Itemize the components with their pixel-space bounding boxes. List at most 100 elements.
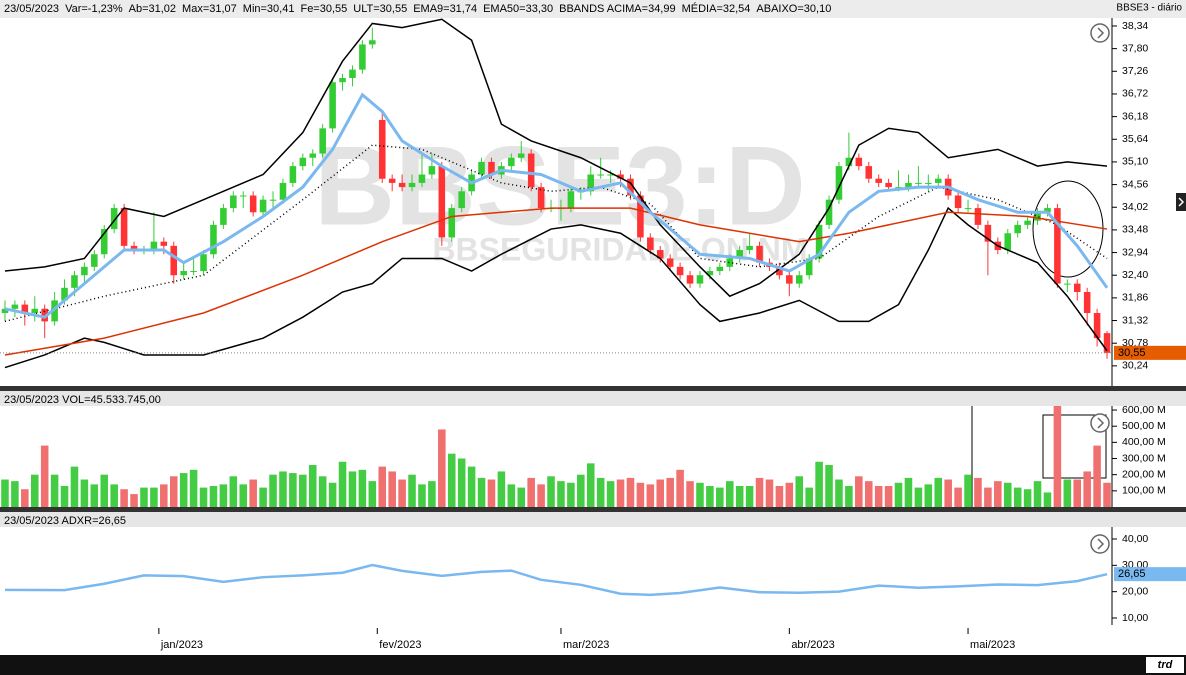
volume-bar — [378, 466, 387, 507]
y-tick-label: 31,86 — [1122, 292, 1148, 304]
candle-body — [815, 224, 823, 259]
volume-bar — [696, 482, 704, 507]
volume-bar — [398, 479, 406, 507]
volume-bar — [606, 481, 615, 507]
symbol: BBSE3 - diário — [1116, 3, 1182, 14]
candle-body — [378, 119, 386, 179]
volume-bar — [179, 473, 188, 507]
candle-body — [517, 153, 525, 158]
volume-bar — [1053, 406, 1062, 507]
y-tick-label: 40,00 — [1122, 533, 1148, 545]
y-tick-label: 37,80 — [1122, 42, 1148, 54]
side-toggle[interactable] — [1176, 193, 1186, 211]
panel — [1, 18, 1111, 369]
volume-bar — [447, 453, 456, 507]
y-tick-label: 100,00 M — [1122, 485, 1166, 497]
candle-body — [746, 245, 753, 251]
candle-body — [1044, 208, 1051, 213]
last-value-label: 30,55 — [1118, 347, 1146, 359]
volume-bar — [289, 473, 297, 507]
candle-body — [269, 199, 277, 201]
y-tick-label: 35,10 — [1122, 156, 1148, 168]
volume-bar — [457, 458, 466, 507]
y-tick-label: 37,26 — [1122, 65, 1148, 77]
panel — [1, 406, 1111, 507]
info-item: BBANDS ACIMA=34,99 — [559, 3, 675, 15]
volume-bar — [1013, 487, 1022, 507]
candle-body — [398, 182, 406, 188]
expand-button[interactable] — [1090, 413, 1110, 433]
candle-body — [120, 208, 128, 246]
indicator-line — [4, 92, 1109, 319]
candle-body — [597, 174, 604, 176]
y-tick-label: 600,00 M — [1122, 404, 1166, 416]
separator — [0, 507, 1186, 512]
candle-body — [726, 258, 734, 267]
volume-bar — [914, 487, 923, 507]
candle-body — [756, 245, 763, 263]
candle-body — [1073, 283, 1081, 293]
candle-body — [279, 182, 287, 200]
volume-bar — [795, 476, 804, 507]
volume-bar — [169, 476, 178, 507]
volume-bar — [150, 487, 158, 507]
volume-bar — [487, 479, 496, 507]
y-tick-label: 300,00 M — [1122, 452, 1166, 464]
candle-body — [61, 287, 68, 301]
candle-body — [458, 191, 465, 209]
candle-body — [647, 237, 654, 251]
volume-bar — [954, 487, 962, 507]
volume-bar — [1003, 482, 1012, 507]
info-item: 23/05/2023 — [4, 3, 59, 15]
y-tick-label: 32,94 — [1122, 246, 1148, 258]
volume-bar — [328, 482, 337, 507]
volume-bar — [318, 476, 327, 507]
candle-body — [706, 271, 714, 276]
volume-bar — [547, 476, 555, 507]
candle-body — [11, 304, 19, 309]
volume-bar — [716, 487, 724, 507]
volume-bar — [239, 484, 248, 507]
volume-bar — [438, 429, 446, 507]
info-item: EMA9=31,74 — [413, 3, 477, 15]
last-value-box — [1114, 567, 1186, 582]
volume-bar — [676, 469, 684, 507]
volume-bar — [70, 466, 79, 507]
y-tick-label: 33,48 — [1122, 224, 1148, 236]
panel-header — [0, 391, 1186, 406]
candle-body — [448, 208, 456, 238]
candle-body — [527, 153, 535, 188]
candle-body — [1054, 208, 1061, 284]
expand-button[interactable] — [1090, 534, 1110, 554]
volume-bar — [636, 482, 645, 507]
candle-body — [418, 174, 426, 183]
x-tick-label: mar/2023 — [563, 639, 609, 651]
volume-bar — [229, 476, 238, 507]
y-tick-label: 400,00 M — [1122, 436, 1166, 448]
candle-body — [210, 224, 217, 255]
volume-bar — [984, 487, 992, 507]
candle-body — [488, 161, 495, 175]
last-value-label: 26,65 — [1118, 568, 1146, 580]
candle-body — [776, 266, 783, 276]
volume-bar — [140, 487, 148, 507]
y-tick-label: 20,00 — [1122, 585, 1148, 597]
candle-body — [934, 178, 942, 183]
volume-bar — [567, 482, 575, 507]
volume-bar — [845, 485, 853, 507]
info-item: Fe=30,55 — [300, 3, 347, 15]
x-tick-label: fev/2023 — [379, 639, 421, 651]
candle-body — [31, 308, 39, 313]
volume-bar — [577, 474, 585, 507]
volume-bar — [924, 484, 933, 507]
expand-button[interactable] — [1090, 23, 1110, 43]
volume-bar — [358, 469, 367, 507]
volume-bar — [348, 471, 357, 507]
volume-bar — [706, 485, 714, 507]
volume-bar — [497, 471, 506, 507]
volume-bar — [666, 477, 674, 507]
volume-bar — [656, 479, 665, 507]
candle-body — [895, 187, 902, 189]
volume-bar — [1023, 489, 1032, 507]
